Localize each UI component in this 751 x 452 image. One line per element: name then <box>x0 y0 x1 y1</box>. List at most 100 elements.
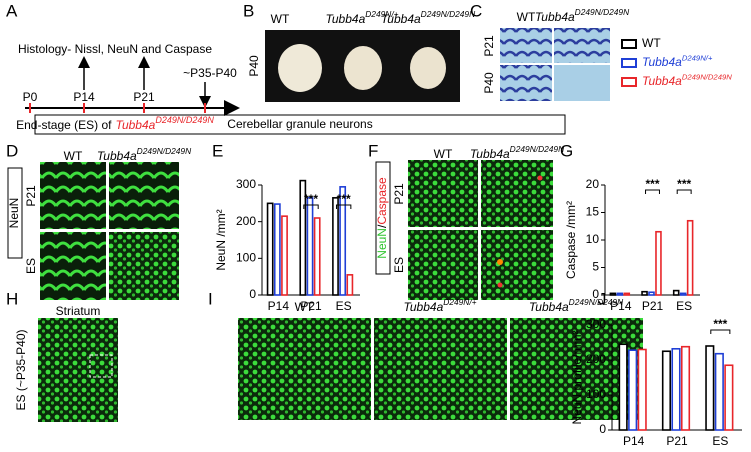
row-label: ES <box>24 258 38 274</box>
genotype-label: WT <box>434 147 453 161</box>
genotype-label: WT <box>271 12 290 26</box>
bar <box>266 202 274 296</box>
y-tick-label: 5 <box>592 260 599 274</box>
stain-label: NeuN <box>7 198 21 229</box>
caspase-image <box>408 160 478 227</box>
caspase-dot <box>497 259 503 265</box>
significance: *** <box>304 192 318 206</box>
bar <box>299 179 307 296</box>
inset-box <box>89 354 113 378</box>
nissl-image <box>500 65 552 101</box>
allele: D249N/+ <box>682 54 713 63</box>
stain-part: NeuN <box>375 228 389 259</box>
neun-image <box>40 232 106 300</box>
bar <box>679 292 687 296</box>
y-tick-label: 200 <box>586 352 606 366</box>
caption-text: End-stage (ES) of <box>16 118 112 132</box>
genotype-label: Tubb4aD249N/D249N <box>470 144 565 161</box>
x-tick-label: P14 <box>268 299 290 313</box>
bar <box>680 345 691 431</box>
panel-label: C <box>470 1 482 20</box>
striatum-image <box>374 318 507 420</box>
x-tick-label: ES <box>712 434 728 448</box>
legend-swatch <box>621 39 637 49</box>
bar <box>623 292 631 296</box>
allele: D249N/D249N <box>510 144 565 154</box>
stain-box <box>7 167 23 259</box>
genotype-label: WT <box>517 10 536 24</box>
significance: *** <box>337 192 351 206</box>
stain-part: / <box>375 224 389 228</box>
y-tick-label: 15 <box>586 205 600 219</box>
allele: D249N/+ <box>443 297 476 307</box>
genotype-label: WT <box>295 300 314 314</box>
brain <box>344 46 382 90</box>
bar <box>273 203 281 296</box>
bar <box>628 349 638 431</box>
y-tick-label: 100 <box>586 387 606 401</box>
gene: WT <box>434 147 453 161</box>
y-tick-label: 200 <box>236 214 256 228</box>
stain-label: NeuN/Caspase <box>375 177 389 259</box>
gene: WT <box>517 10 536 24</box>
bar <box>714 352 724 431</box>
significance: *** <box>677 177 691 191</box>
panel-label: A <box>6 1 18 20</box>
brain <box>278 44 322 92</box>
genotype-label: Tubb4aD249N/+ <box>403 297 476 314</box>
x-tick-label: P14 <box>610 299 632 313</box>
significance-bracket <box>645 189 660 194</box>
allele: D249N/D249N <box>682 73 732 82</box>
gene: Tubb4a <box>116 118 156 132</box>
row-label: P40 <box>247 55 261 77</box>
bar <box>661 350 672 431</box>
genotype-label: Tubb4aD249N/D249N <box>381 9 476 26</box>
bar <box>672 289 680 296</box>
y-tick-label: 300 <box>586 317 606 331</box>
panel-label: E <box>212 141 223 160</box>
genotype-label: WT <box>642 36 661 50</box>
banner: Cerebellar granule neurons <box>227 117 372 131</box>
y-tick-label: 20 <box>586 177 600 191</box>
genotype-label: Tubb4aD249N/D249N <box>642 73 732 89</box>
row-label: P21 <box>392 183 406 205</box>
x-tick-label: ES <box>676 299 692 313</box>
stain-box <box>375 161 391 275</box>
allele: D249N/D249N <box>569 297 624 307</box>
genotype-label: WT <box>64 149 83 163</box>
gene: Tubb4a <box>403 300 443 314</box>
bar <box>609 292 617 296</box>
genotype-label: Tubb4aD249N/D249N <box>97 146 192 163</box>
row-label: P21 <box>482 35 496 57</box>
panel-label: H <box>6 289 18 308</box>
brain <box>410 47 446 89</box>
row-label: P21 <box>24 185 38 207</box>
significance: *** <box>713 317 727 331</box>
bar <box>641 290 648 296</box>
x-tick-label: P21 <box>300 299 322 313</box>
timepoint: P21 <box>133 90 155 104</box>
gene: WT <box>295 300 314 314</box>
y-axis-label: NeuN profile/mm² <box>570 330 584 424</box>
significance-bracket <box>710 329 731 334</box>
bar <box>332 197 339 296</box>
caspase-image <box>481 160 553 227</box>
neun-image <box>109 162 179 229</box>
x-tick-label: P21 <box>666 434 688 448</box>
bar <box>724 364 734 431</box>
significance-bracket <box>676 189 692 194</box>
bar <box>281 215 288 296</box>
bar <box>346 274 354 296</box>
gene: Tubb4a <box>529 300 569 314</box>
bar <box>686 219 694 296</box>
region-title: Striatum <box>56 304 101 318</box>
nissl-image <box>500 28 552 63</box>
striatum-image <box>38 318 118 422</box>
y-tick-label: 10 <box>586 232 600 246</box>
allele: D249N/D249N <box>137 146 192 156</box>
panel-label: G <box>560 141 573 160</box>
x-tick-label: ES <box>336 299 352 313</box>
caspase-image <box>481 230 553 300</box>
allele: D249N/D249N <box>155 115 214 125</box>
